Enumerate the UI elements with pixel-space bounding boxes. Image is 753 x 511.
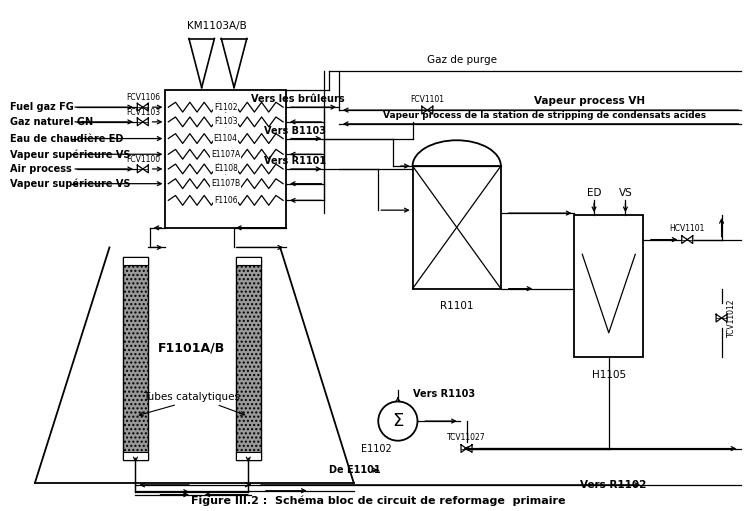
Text: Fuel gaz FG: Fuel gaz FG [11, 102, 74, 112]
Text: TCV11027: TCV11027 [447, 433, 486, 442]
Text: Vapeur supérieure VS: Vapeur supérieure VS [11, 178, 131, 189]
Text: De E1101: De E1101 [329, 465, 381, 475]
Text: Σ: Σ [392, 412, 404, 430]
Text: Eau de chaudière ED: Eau de chaudière ED [11, 133, 123, 144]
Text: HCV1101: HCV1101 [669, 224, 705, 234]
Text: R1101: R1101 [440, 301, 474, 311]
Text: H1105: H1105 [592, 370, 626, 380]
Text: F1102: F1102 [214, 103, 237, 112]
Text: ED: ED [587, 189, 602, 198]
Bar [413, 166, 501, 289]
Text: E1102: E1102 [361, 444, 392, 454]
Bar [236, 452, 261, 460]
Text: F1101A/B: F1101A/B [158, 341, 225, 354]
Text: FCV1101: FCV1101 [410, 95, 444, 104]
Text: FCV1103: FCV1103 [126, 108, 160, 117]
Text: E1104: E1104 [214, 134, 238, 143]
Text: KM1103A/B: KM1103A/B [187, 21, 247, 31]
Text: E1107B: E1107B [211, 179, 240, 188]
Bar [123, 257, 148, 460]
Text: F1103: F1103 [214, 118, 237, 126]
Text: F1106: F1106 [214, 196, 237, 205]
Text: VS: VS [618, 189, 633, 198]
Text: E1108: E1108 [214, 165, 238, 173]
Text: Vers R1102: Vers R1102 [581, 480, 647, 490]
Text: Gaz naturel GN: Gaz naturel GN [11, 117, 93, 127]
Text: Vapeur supérieure VS: Vapeur supérieure VS [11, 149, 131, 159]
Bar [123, 257, 148, 265]
Bar [166, 90, 286, 228]
Text: FCV1100: FCV1100 [126, 155, 160, 164]
Bar [236, 257, 261, 265]
Text: Vers R1101: Vers R1101 [264, 156, 326, 166]
Bar [575, 215, 643, 357]
Text: Vapeur process de la station de stripping de condensats acides: Vapeur process de la station de strippin… [383, 110, 706, 120]
Text: TCV11012: TCV11012 [727, 299, 736, 337]
Bar [236, 257, 261, 460]
Text: Vers les brûleurs: Vers les brûleurs [251, 95, 345, 104]
Text: Gaz de purge: Gaz de purge [427, 55, 497, 65]
Bar [123, 452, 148, 460]
Text: Tubes catalytiques: Tubes catalytiques [143, 391, 240, 402]
Text: FCV1106: FCV1106 [126, 93, 160, 102]
Text: E1107A: E1107A [211, 150, 240, 159]
Text: Vers R1103: Vers R1103 [413, 388, 474, 399]
Text: Figure III.2 :  Schéma bloc de circuit de reformage  primaire: Figure III.2 : Schéma bloc de circuit de… [191, 495, 566, 506]
Text: Vers B1103: Vers B1103 [264, 126, 326, 136]
Text: Air process: Air process [11, 164, 72, 174]
Text: Vapeur process VH: Vapeur process VH [534, 96, 645, 106]
